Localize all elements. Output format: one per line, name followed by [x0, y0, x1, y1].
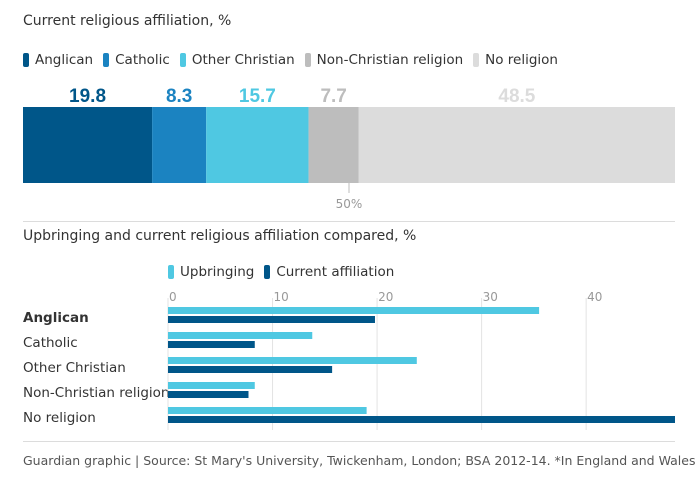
legend-label: Upbringing: [180, 264, 255, 280]
stacked-value-label: 19.8: [69, 86, 106, 107]
category-label-catholic: Catholic: [23, 335, 78, 351]
legend-swatch-non-christian: [304, 53, 311, 67]
stacked-value-label: 48.5: [498, 86, 535, 107]
legend-item-current-affiliation: Current affiliation: [264, 264, 394, 280]
legend-swatch-other-christian: [179, 53, 186, 67]
bar-current-affiliation-no-religion: [168, 416, 675, 423]
legend-label: Non-Christian religion: [316, 52, 464, 68]
bar-upbringing-other-christian: [168, 357, 417, 364]
stacked-value-label: 8.3: [166, 86, 192, 107]
x-tick-label: 10: [274, 290, 289, 304]
legend-swatch-no-religion: [473, 53, 480, 67]
legend-swatch-current-affiliation: [264, 265, 271, 279]
legend-label: Catholic: [115, 52, 170, 68]
footer-source: Guardian graphic | Source: St Mary's Uni…: [23, 453, 696, 468]
stacked-segment-no-religion: [358, 107, 675, 183]
bar-upbringing-catholic: [168, 332, 313, 339]
stacked-value-label: 15.7: [239, 86, 276, 107]
legend-item-non-christian: Non-Christian religion: [304, 52, 464, 68]
chart2-legend: Upbringing Current affiliation: [168, 264, 404, 280]
legend-item-catholic: Catholic: [103, 52, 170, 68]
legend-swatch-catholic: [103, 53, 110, 67]
bar-current-affiliation-anglican: [168, 316, 375, 323]
legend-label: Current affiliation: [276, 264, 395, 280]
stacked-segment-anglican: [23, 107, 153, 183]
chart1-title: Current religious affiliation, %: [23, 13, 232, 29]
x-tick-label: 40: [587, 290, 602, 304]
bar-upbringing-no-religion: [168, 407, 367, 414]
x-tick-label: 0: [169, 290, 177, 304]
legend-label: Anglican: [35, 52, 94, 68]
legend-item-upbringing: Upbringing: [168, 264, 254, 280]
chart1-legend: Anglican Catholic Other Christian Non-Ch…: [23, 52, 568, 68]
bar-upbringing-anglican: [168, 307, 540, 314]
category-label-other-christian: Other Christian: [23, 360, 126, 376]
legend-swatch-upbringing: [168, 265, 174, 279]
category-label-non-christian: Non-Christian religion: [23, 385, 170, 401]
stacked-segment-other-christian: [206, 107, 309, 183]
legend-item-no-religion: No religion: [473, 52, 558, 68]
section-divider: [23, 221, 675, 222]
category-label-no-religion: No religion: [23, 410, 96, 426]
bar-current-affiliation-non-christian-religion: [168, 391, 249, 398]
legend-swatch-anglican: [23, 53, 29, 67]
chart2-title: Upbringing and current religious affilia…: [23, 228, 417, 244]
x-tick-label: 30: [483, 290, 498, 304]
stacked-segment-catholic: [152, 107, 207, 183]
footer-divider: [23, 441, 675, 442]
bar-upbringing-non-christian-religion: [168, 382, 255, 389]
bar-current-affiliation-other-christian: [168, 366, 333, 373]
legend-item-other-christian: Other Christian: [179, 52, 295, 68]
bar-current-affiliation-catholic: [168, 341, 255, 348]
stacked-segment-non-christian-religion: [308, 107, 359, 183]
legend-label: Other Christian: [191, 52, 295, 68]
midline-label: 50%: [336, 197, 363, 211]
stacked-value-label: 7.7: [320, 86, 346, 107]
legend-item-anglican: Anglican: [23, 52, 93, 68]
category-label-anglican: Anglican: [23, 310, 89, 326]
x-tick-label: 20: [378, 290, 393, 304]
legend-label: No religion: [485, 52, 558, 68]
